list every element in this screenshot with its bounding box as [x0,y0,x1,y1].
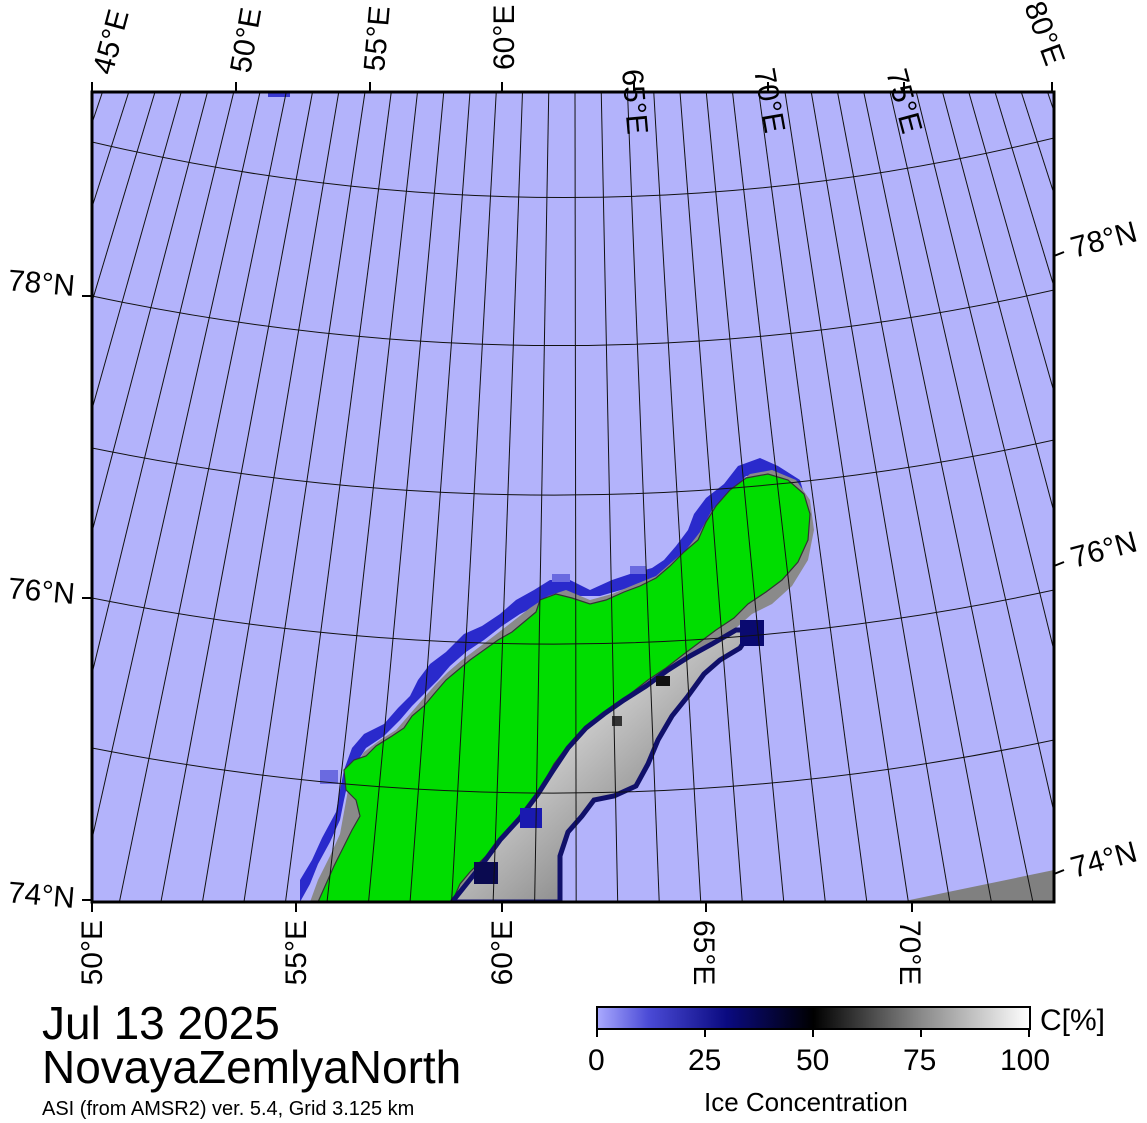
ice-patch [630,566,646,574]
meridian-line [284,92,392,902]
lat-label-right: 74°N [1067,836,1140,885]
meridian-line [92,92,182,411]
meridian-line [451,92,497,902]
ice-patch [552,574,570,582]
colorbar-tick-label: 0 [588,1044,605,1077]
lon-label-bottom: 55°E [280,920,313,985]
lon-label-top: 50°E [224,5,268,75]
bottom-lon-labels: 50°E 55°E 60°E 65°E 70°E [76,920,926,985]
meridian-line [732,92,826,902]
meridian-lines [0,92,1147,902]
meridian-line [968,92,1054,394]
colorbar-tick-label: 25 [688,1044,722,1077]
meridian-line [942,92,1054,514]
meridian-line [92,92,103,125]
ice-dark-patch [740,620,764,646]
mainland-corner [900,870,1054,902]
meridian-line [92,92,261,842]
meridian-line [326,92,418,902]
parallel-line [92,589,1054,645]
colorbar-tick-label: 50 [796,1044,830,1077]
lon-label-bottom: 50°E [76,920,109,985]
meridian-line [758,92,868,902]
lon-label-top: 65°E [615,68,654,136]
ice-dark-patch [474,862,498,884]
meridian-line [679,92,743,902]
parallel-line [92,289,1054,346]
right-lat-labels: 78°N 76°N 74°N [1067,216,1140,885]
meridian-line [600,92,619,902]
ice-dark-patch [656,676,670,686]
frame-ticks [82,82,1065,912]
meridian-line [0,92,76,902]
lon-label-bottom: 60°E [486,920,519,985]
meridian-line [368,92,445,902]
meridian-line [92,92,208,534]
meridian-line [492,92,523,902]
tick [1053,869,1065,875]
ice-dark-patch [612,716,622,726]
ice-dark-patch [520,808,542,828]
meridian-line [705,92,785,902]
colorbar-tick-label: 100 [1000,1044,1051,1077]
meridian-line [409,92,471,902]
region-title: NovayaZemlyaNorth [42,1041,462,1093]
meridian-line [534,92,550,902]
parallel-line [92,739,1054,794]
colorbar-tick-label: 75 [903,1044,937,1077]
parallel-line [92,439,1054,496]
colorbar-ticks [596,1029,1030,1037]
lon-label-bottom: 70°E [893,920,926,985]
meridian-line [1047,92,1054,113]
parallel-line [92,137,1054,198]
meridian-line [915,92,1054,653]
meridian-line [837,92,992,902]
ice-patch [320,770,338,784]
lon-label-top: 60°E [488,5,521,70]
product-subtitle: ASI (from AMSR2) ver. 5.4, Grid 3.125 km [42,1098,415,1120]
lat-label-right: 78°N [1067,216,1140,265]
meridian-line [784,92,909,902]
parallel-lines [92,137,1054,794]
meridian-line [574,92,577,902]
meridian-line [0,92,50,902]
meridian-line [810,92,951,902]
lat-label-left: 78°N [7,264,77,303]
colorbar [596,1006,1031,1030]
meridian-line [1100,92,1147,902]
colorbar-unit: C[%] [1040,1004,1106,1037]
ice-patch [268,92,290,97]
lon-label-bottom: 65°E [687,920,720,985]
meridian-line [627,92,660,902]
meridian-line [118,92,287,902]
meridian-line [201,92,340,902]
map-frame [90,90,1056,904]
meridian-line [92,92,156,304]
colorbar-title: Ice Concentration [704,1087,908,1117]
meridian-line [92,92,235,676]
lat-label-left: 76°N [7,572,77,611]
lon-label-top: 80°E [1017,0,1070,70]
tick [1053,251,1065,257]
meridian-line [653,92,702,902]
lat-label-right: 76°N [1067,526,1140,575]
map-date: Jul 13 2025 [42,997,280,1049]
meridian-line [243,92,366,902]
tick [1053,561,1065,567]
meridian-line [889,92,1054,815]
meridian-line [1074,92,1147,902]
lon-label-top: 55°E [358,5,397,73]
lat-label-left: 74°N [7,876,77,915]
meridian-line [863,92,1034,902]
lon-label-top: 45°E [87,6,136,78]
left-lat-labels: 78°N 76°N 74°N [7,264,77,915]
meridian-line [994,92,1054,289]
meridian-line [160,92,313,902]
